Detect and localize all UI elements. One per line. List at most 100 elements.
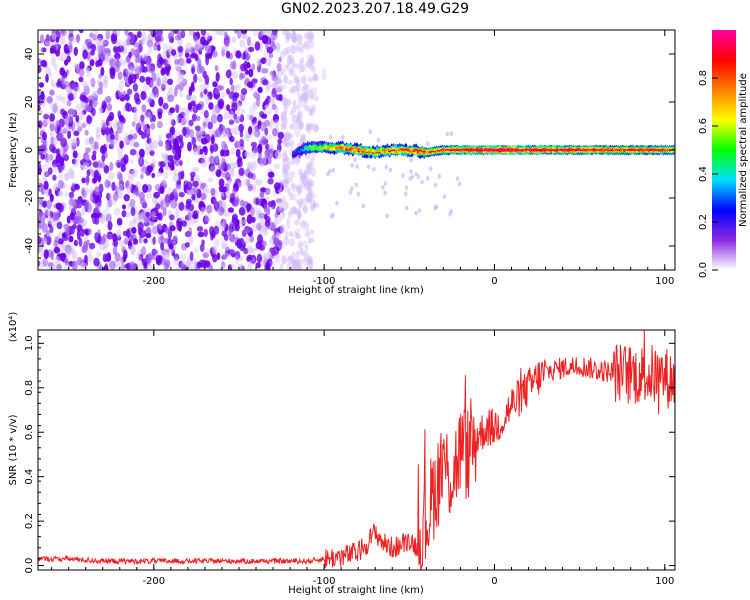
noise-speck — [442, 194, 447, 200]
noise-speck — [298, 202, 303, 210]
noise-speck — [307, 182, 312, 191]
noise-speck — [287, 255, 294, 262]
noise-speck — [110, 139, 114, 148]
noise-speck — [74, 35, 81, 45]
noise-speck — [350, 163, 355, 168]
noise-speck — [261, 68, 269, 74]
noise-speck — [164, 66, 170, 72]
noise-speck — [276, 78, 283, 85]
noise-speck — [265, 57, 272, 66]
noise-speck — [87, 255, 95, 263]
noise-speck — [238, 206, 246, 216]
noise-speck — [321, 73, 327, 81]
noise-speck — [265, 134, 273, 141]
noise-speck — [309, 123, 315, 130]
noise-speck — [96, 251, 102, 257]
noise-speck — [259, 217, 265, 226]
noise-speck — [105, 233, 113, 239]
ridge-cell — [418, 149, 422, 152]
noise-speck — [43, 249, 49, 260]
noise-speck — [109, 161, 114, 171]
noise-speck — [201, 125, 206, 136]
noise-speck — [156, 120, 163, 129]
noise-speck — [88, 95, 94, 101]
noise-speck — [289, 170, 296, 178]
noise-speck — [107, 220, 113, 231]
ridge-cell — [412, 150, 416, 152]
noise-speck — [191, 67, 195, 75]
noise-speck — [383, 181, 388, 186]
noise-speck — [140, 118, 145, 128]
noise-speck — [289, 110, 294, 116]
snr-panel: -200 -100 0 100 0.0 0.2 0.4 0.6 0.8 1.0 Height of… — [8, 312, 676, 596]
noise-speck — [71, 109, 78, 118]
noise-speck — [47, 155, 52, 165]
noise-speck — [271, 87, 277, 98]
noise-speck — [162, 43, 168, 53]
noise-speck — [229, 263, 236, 269]
snr-multiplier: (x10⁴) — [8, 312, 19, 343]
ridge-cell — [385, 149, 390, 151]
noise-speck — [194, 247, 199, 253]
noise-speck — [60, 108, 66, 116]
y-tick-label: 20 — [24, 96, 35, 109]
noise-speck — [129, 198, 136, 208]
noise-speck — [282, 179, 290, 185]
noise-speck — [331, 167, 336, 173]
noise-speck — [260, 191, 265, 199]
noise-speck — [241, 218, 248, 225]
noise-speck — [238, 123, 244, 133]
noise-speck — [52, 164, 58, 174]
noise-speck — [313, 95, 319, 102]
noise-speck — [207, 52, 213, 60]
noise-speck — [296, 113, 301, 121]
noise-speck — [252, 160, 257, 171]
noise-speck — [116, 127, 123, 134]
ridge-cell — [404, 148, 408, 150]
noise-speck — [310, 34, 315, 40]
noise-speck — [52, 174, 57, 181]
noise-speck — [248, 68, 254, 78]
noise-speck — [414, 210, 418, 216]
noise-speck — [304, 222, 310, 232]
noise-speck — [185, 52, 190, 58]
noise-speck — [122, 204, 126, 210]
noise-speck — [251, 63, 256, 71]
noise-speck — [141, 246, 147, 256]
noise-speck — [81, 206, 85, 216]
noise-speck — [282, 164, 290, 174]
noise-speck — [146, 191, 152, 199]
noise-speck — [190, 175, 195, 182]
noise-speck — [269, 70, 275, 77]
noise-speck — [68, 93, 75, 101]
noise-speck — [60, 76, 65, 83]
noise-speck — [58, 171, 64, 180]
noise-speck — [49, 225, 54, 234]
noise-speck — [203, 228, 208, 237]
noise-speck — [298, 59, 304, 69]
noise-speck — [304, 244, 309, 253]
noise-speck — [257, 144, 263, 151]
noise-speck — [191, 194, 196, 201]
noise-speck — [56, 210, 61, 218]
noise-speck — [38, 178, 42, 187]
noise-speck — [153, 191, 160, 199]
noise-speck — [65, 114, 70, 124]
noise-speck — [266, 30, 273, 36]
noise-speck — [223, 31, 228, 39]
noise-speck — [193, 186, 199, 196]
noise-speck — [299, 47, 304, 54]
noise-speck — [220, 163, 225, 171]
noise-speck — [100, 236, 106, 246]
noise-speck — [306, 44, 311, 51]
noise-speck — [268, 52, 274, 59]
noise-speck — [237, 182, 243, 188]
noise-speck — [257, 120, 262, 127]
noise-speck — [57, 190, 64, 198]
colorbar-label: Normalized spectral amplitude — [738, 73, 749, 227]
noise-speck — [277, 131, 284, 140]
noise-speck — [302, 43, 307, 49]
noise-speck — [201, 158, 207, 165]
ridge-cell — [518, 149, 522, 152]
